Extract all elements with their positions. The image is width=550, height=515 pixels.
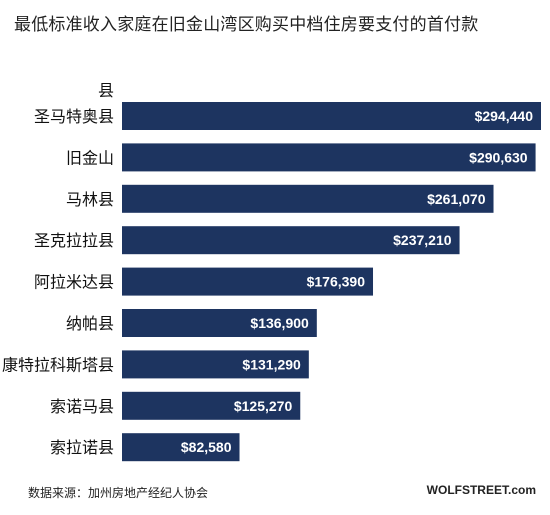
- data-source-note: 数据来源：加州房地产经纪人协会: [28, 486, 209, 500]
- category-axis-header: 县: [98, 81, 114, 100]
- bar: [122, 309, 317, 337]
- category-label: 索拉诺县: [50, 438, 114, 457]
- bar-value-label: $82,580: [181, 439, 232, 455]
- bar-value-label: $261,070: [427, 191, 486, 207]
- brand-watermark: WOLFSTREET.com: [426, 483, 536, 497]
- bar: [122, 391, 301, 420]
- bar-value-label: $294,440: [475, 108, 534, 124]
- bar: [122, 267, 374, 296]
- category-label: 阿拉米达县: [34, 273, 114, 292]
- chart-title: 最低标准收入家庭在旧金山湾区购买中档住房要支付的首付款: [14, 15, 479, 35]
- bar-value-label: $125,270: [234, 398, 293, 414]
- bar: [122, 184, 494, 213]
- bar-value-label: $237,210: [393, 232, 452, 248]
- bar-value-label: $131,290: [242, 356, 301, 372]
- category-label: 康特拉科斯塔县: [2, 355, 114, 374]
- category-label: 纳帕县: [66, 314, 114, 333]
- category-label: 马林县: [66, 190, 114, 209]
- bar: [122, 433, 240, 462]
- category-label: 索诺马县: [50, 397, 114, 416]
- bar: [122, 226, 460, 255]
- category-label: 圣克拉拉县: [34, 231, 114, 250]
- bar: [122, 143, 536, 172]
- bar-value-label: $290,630: [469, 149, 528, 165]
- bar-value-label: $136,900: [250, 315, 309, 331]
- bar: [122, 350, 309, 379]
- bar-value-label: $176,390: [307, 274, 366, 290]
- category-label: 旧金山: [66, 148, 114, 167]
- category-label: 圣马特奥县: [34, 107, 114, 126]
- bar: [122, 102, 541, 130]
